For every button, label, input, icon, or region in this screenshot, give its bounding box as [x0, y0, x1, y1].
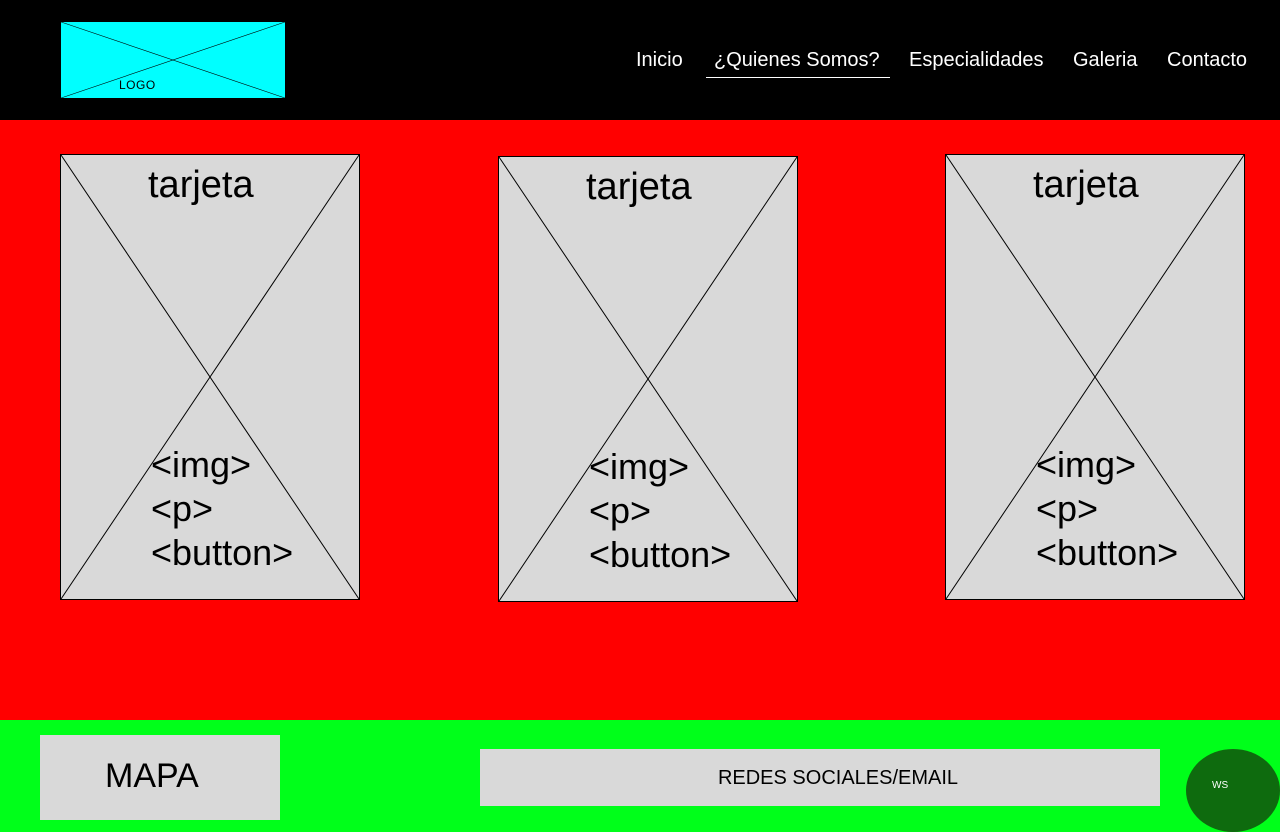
- card-img-tag: <img>: [1036, 444, 1137, 485]
- map-placeholder[interactable]: MAPA: [40, 735, 280, 820]
- card-content-tags: <img> <p> <button>: [151, 443, 293, 575]
- card-title: tarjeta: [148, 164, 254, 206]
- social-email-bar[interactable]: REDES SOCIALES/EMAIL: [480, 749, 1160, 806]
- nav-item-contacto[interactable]: Contacto: [1167, 49, 1248, 71]
- card-img-tag: <img>: [151, 444, 252, 485]
- nav-item-galeria[interactable]: Galeria: [1073, 49, 1138, 71]
- card-p-tag: <p>: [151, 488, 214, 529]
- footer: MAPA REDES SOCIALES/EMAIL WS: [0, 720, 1280, 832]
- whatsapp-label: WS: [1212, 780, 1229, 791]
- logo-label: LOGO: [119, 78, 156, 92]
- card-button-tag: <button>: [151, 532, 294, 573]
- card-1[interactable]: tarjeta <img> <p> <button>: [60, 154, 360, 600]
- active-nav-underline: [706, 77, 890, 78]
- map-label: MAPA: [105, 757, 199, 795]
- social-email-label: REDES SOCIALES/EMAIL: [717, 767, 959, 789]
- card-button-tag: <button>: [1036, 532, 1179, 573]
- card-button-tag: <button>: [589, 534, 732, 575]
- image-placeholder-icon: [61, 155, 359, 599]
- logo-placeholder[interactable]: LOGO: [60, 21, 286, 99]
- card-content-tags: <img> <p> <button>: [1036, 443, 1178, 575]
- header: LOGO Inicio ¿Quienes Somos? Especialidad…: [0, 0, 1280, 120]
- image-placeholder-icon: [61, 22, 285, 98]
- card-p-tag: <p>: [589, 490, 652, 531]
- main-section: tarjeta <img> <p> <button> tarjeta <img>…: [0, 120, 1280, 720]
- card-3[interactable]: tarjeta <img> <p> <button>: [945, 154, 1245, 600]
- whatsapp-button[interactable]: WS: [1186, 749, 1280, 832]
- card-content-tags: <img> <p> <button>: [589, 445, 731, 577]
- card-title: tarjeta: [586, 166, 692, 208]
- card-img-tag: <img>: [589, 446, 690, 487]
- nav-item-inicio[interactable]: Inicio: [636, 49, 683, 71]
- card-p-tag: <p>: [1036, 488, 1099, 529]
- card-title: tarjeta: [1033, 164, 1139, 206]
- nav-item-quienes-somos[interactable]: ¿Quienes Somos?: [714, 49, 880, 71]
- image-placeholder-icon: [499, 157, 797, 601]
- nav-item-especialidades[interactable]: Especialidades: [909, 49, 1044, 71]
- card-2[interactable]: tarjeta <img> <p> <button>: [498, 156, 798, 602]
- image-placeholder-icon: [946, 155, 1244, 599]
